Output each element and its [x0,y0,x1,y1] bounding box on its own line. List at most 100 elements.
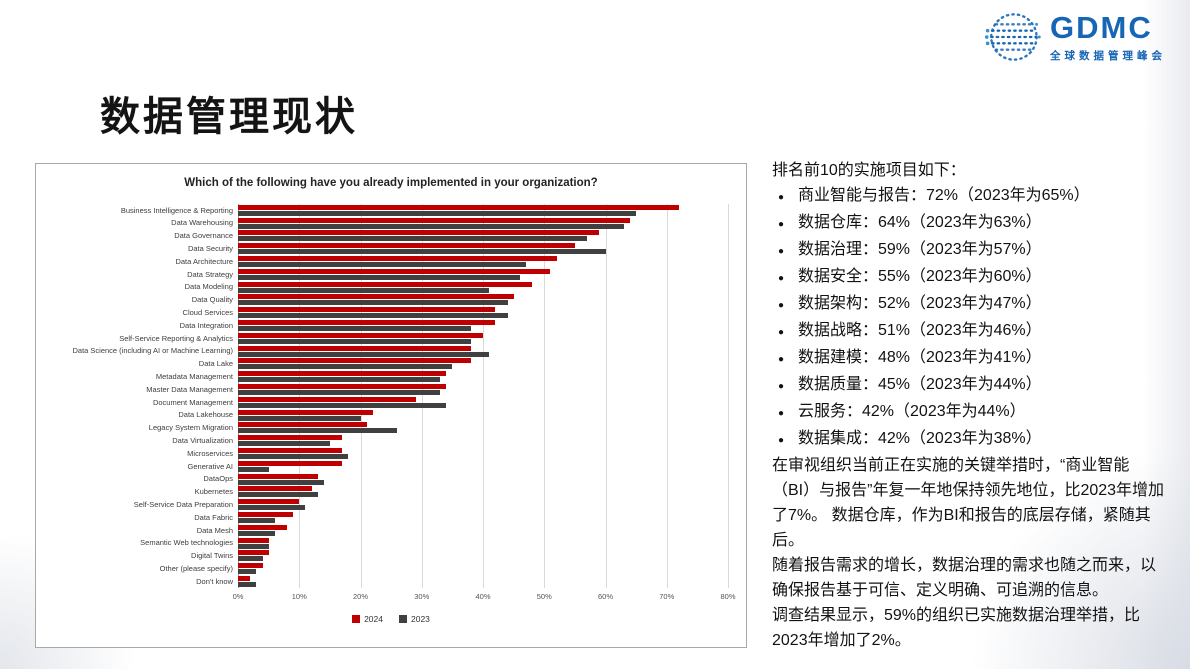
x-tick-label: 40% [475,592,491,601]
bullet-icon: ● [778,435,785,446]
bar-group [238,396,728,408]
bar-2023 [238,492,318,498]
x-tick-label: 10% [291,592,307,601]
bar-2023 [238,530,275,536]
chart-row: Business Intelligence & Reporting [36,204,728,217]
bar-group [238,358,728,370]
bar-group [238,294,728,306]
logo-subtitle: 全球数据管理峰会 [1050,49,1166,62]
category-label: Cloud Services [182,308,233,318]
bar-2024 [238,473,318,479]
chart-row: Kubernetes [36,486,728,499]
top10-list: ● 商业智能与报告：72%（2023年为65%） ● 数据仓库：64%（2023年为6… [772,183,1168,453]
gridline [299,204,301,588]
chart-row: Cloud Services [36,306,728,319]
chart-row: Data Modeling [36,281,728,294]
category-label: Other (please specify) [159,563,233,573]
category-label: Data Security [187,244,233,254]
bar-2024 [238,524,287,530]
bar-rows: Business Intelligence & Reporting Data Wa… [36,204,728,588]
chart-row: Data Lake [36,358,728,371]
bullet-icon: ● [778,273,785,284]
x-tick-label: 70% [659,592,675,601]
category-label: Data Mesh [196,525,233,535]
bar-group [238,371,728,383]
bar-group [238,524,728,536]
bullet-icon: ● [778,327,785,338]
top10-item: ● 数据建模：48%（2023年为41%） [772,345,1168,372]
bar-group [238,486,728,498]
chart-row: Self-Service Reporting & Analytics [36,332,728,345]
bar-2023 [238,505,306,511]
bar-2023 [238,262,526,268]
x-tick-label: 50% [536,592,552,601]
top10-item-text: 数据集成：42%（2023年为38%） [798,430,1042,447]
category-label: Don't know [196,576,233,586]
bar-group [238,537,728,549]
bar-2024 [238,384,447,390]
bar-2024 [238,371,447,377]
category-label: Data Strategy [187,269,233,279]
bar-group [238,473,728,485]
bar-group [238,345,728,357]
bar-group [238,204,728,216]
category-label: Data Integration [179,320,233,330]
bar-group [238,460,728,472]
chart-row: Data Quality [36,294,728,307]
logo-name: GDMC [1050,9,1153,45]
chart-row: Data Warehousing [36,217,728,230]
category-label: Microservices [187,448,233,458]
chart-row: Data Architecture [36,255,728,268]
bar-2024 [238,396,416,402]
bullet-icon: ● [778,408,785,419]
top10-item-text: 数据建模：48%（2023年为41%） [798,349,1042,366]
chart-row: Data Fabric [36,511,728,524]
category-label: Legacy System Migration [148,423,233,433]
category-label: Master Data Management [146,384,233,394]
bar-2023 [238,402,447,408]
legend-item-2024: 2024 [352,614,383,624]
bullet-icon: ● [778,381,785,392]
bar-2023 [238,338,471,344]
bar-group [238,384,728,396]
bar-2024 [238,204,679,210]
chart-row: Don't know [36,575,728,588]
chart-row: Semantic Web technologies [36,537,728,550]
category-label: Business Intelligence & Reporting [120,205,233,215]
bar-group [238,409,728,421]
bar-2024 [238,537,269,543]
logo-text: GDMC 全球数据管理峰会 [1050,12,1166,63]
x-tick-label: 60% [597,592,614,601]
top10-item-text: 数据架构：52%（2023年为47%） [798,295,1042,312]
bar-2023 [238,313,508,319]
category-label: Semantic Web technologies [140,538,233,548]
gridline [728,204,729,588]
bar-2024 [238,294,514,300]
x-tick-label: 0% [232,592,244,601]
category-label: Kubernetes [194,487,233,497]
gridline [544,204,546,588]
chart-row: Data Integration [36,319,728,332]
top10-item: ● 数据仓库：64%（2023年为63%） [772,210,1168,237]
page-title: 数据管理现状 [100,95,358,139]
category-label: Data Science (including AI or Machine Le… [72,346,233,356]
bar-2024 [238,563,263,569]
bar-2023 [238,556,263,562]
chart-row: Data Security [36,242,728,255]
bar-2023 [238,582,257,587]
category-label: Data Architecture [175,256,233,266]
category-label: Document Management [152,397,233,407]
bar-group [238,256,728,268]
chart-legend: 2024 2023 [36,614,746,624]
category-label: Data Modeling [184,282,233,292]
legend-label: 2023 [411,614,430,624]
bar-2023 [238,364,453,370]
category-label: Metadata Management [155,372,233,381]
category-label: Self-Service Reporting & Analytics [119,333,233,343]
top10-item-text: 商业智能与报告：72%（2023年为65%） [798,187,1090,204]
bar-2024 [238,217,630,223]
gridline [421,204,423,588]
bar-2024 [238,435,343,441]
chart-row: Microservices [36,447,728,460]
chart-row: Data Lakehouse [36,409,728,422]
